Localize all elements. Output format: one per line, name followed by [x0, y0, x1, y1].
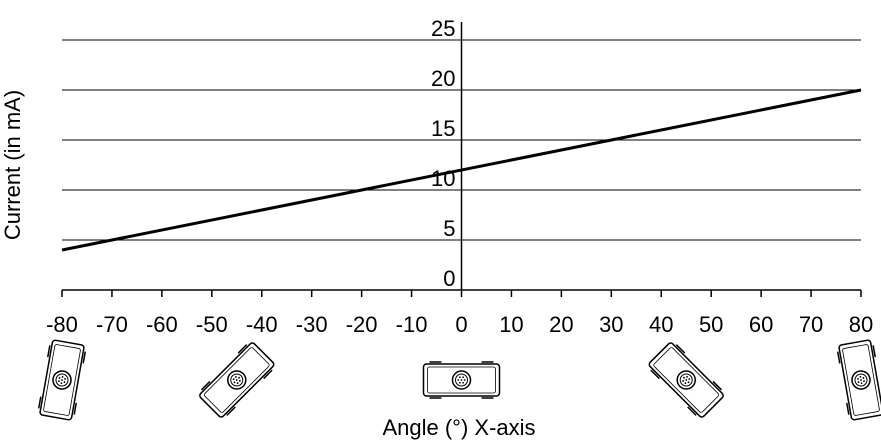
- x-tick-label: 0: [455, 312, 467, 337]
- x-tick-label: -30: [296, 312, 328, 337]
- axes: [61, 22, 862, 297]
- sensor-icons: [37, 339, 881, 421]
- y-tick-label: 15: [431, 116, 455, 141]
- x-tick-label: -40: [246, 312, 278, 337]
- y-tick-labels: 0 5 10 15 20 25: [431, 16, 455, 291]
- y-tick-label: 10: [431, 166, 455, 191]
- sensor-tilted-icon: [199, 342, 275, 418]
- x-tick-label: -10: [396, 312, 428, 337]
- x-tick-label: -20: [346, 312, 378, 337]
- sensor-tilted-icon: [37, 339, 87, 421]
- x-axis-label: Angle (°) X-axis: [382, 415, 535, 440]
- x-tick-labels: -80 -70 -60 -50 -40 -30 -20 -10 0 10 20 30 40 50 60 70 8…: [46, 312, 873, 337]
- y-tick-label: 0: [443, 266, 455, 291]
- y-axis-label: Current (in mA): [0, 90, 25, 240]
- x-tick-label: 80: [849, 312, 873, 337]
- sensor-tilted-icon: [648, 342, 724, 418]
- y-tick-label: 20: [431, 66, 455, 91]
- x-tick-label: 70: [799, 312, 823, 337]
- y-tick-label: 25: [431, 16, 455, 41]
- x-tick-label: 40: [649, 312, 673, 337]
- x-tick-label: -60: [146, 312, 178, 337]
- x-tick-label: 50: [699, 312, 723, 337]
- x-tick-label: 10: [499, 312, 523, 337]
- sensor-tilted-icon: [836, 339, 881, 421]
- x-tick-label: 20: [549, 312, 573, 337]
- x-tick-label: -50: [196, 312, 228, 337]
- x-tick-label: 30: [599, 312, 623, 337]
- data-series: [61, 88, 862, 252]
- sensor-level-icon: [422, 361, 501, 399]
- x-tick-label: -70: [96, 312, 128, 337]
- x-tick-label: -80: [46, 312, 78, 337]
- series-line: [61, 88, 862, 252]
- y-tick-label: 5: [443, 216, 455, 241]
- x-tick-label: 60: [749, 312, 773, 337]
